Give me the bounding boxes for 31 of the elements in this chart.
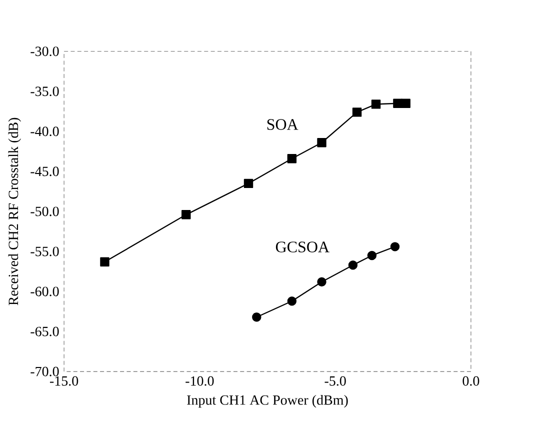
- y-tick-label: -65.0: [30, 326, 59, 336]
- x-tick-label: 0.0: [462, 376, 480, 386]
- series-label: GCSOA: [276, 241, 330, 252]
- y-tick-label: -50.0: [30, 206, 59, 216]
- x-tick-label: -15.0: [50, 376, 78, 386]
- point: [287, 296, 297, 306]
- y-tick-label: -30.0: [30, 46, 59, 56]
- y-tick-label: -55.0: [30, 246, 59, 256]
- y-tick-label: -35.0: [30, 86, 59, 96]
- point: [348, 260, 358, 270]
- point: [252, 312, 262, 322]
- x-axis-title: Input CH1 AC Power (dBm): [187, 394, 348, 408]
- point: [371, 99, 381, 109]
- series-label: SOA: [267, 119, 298, 130]
- x-tick-label: -10.0: [186, 376, 214, 386]
- point: [100, 257, 110, 266]
- point: [182, 210, 191, 220]
- point: [401, 98, 410, 108]
- x-tick-label: -5.0: [324, 376, 346, 386]
- y-axis-title: Received CH2 RF Crosstalk (dB): [8, 118, 21, 306]
- y-tick-label: -45.0: [30, 166, 59, 176]
- y-tick-label: -60.0: [30, 286, 59, 296]
- point: [317, 138, 326, 148]
- point: [352, 107, 362, 117]
- point: [317, 277, 326, 286]
- point: [244, 178, 254, 188]
- y-tick-label: -70.0: [30, 366, 59, 376]
- point: [367, 250, 377, 260]
- point: [390, 242, 400, 252]
- y-tick-label: -40.0: [30, 126, 59, 136]
- point: [287, 154, 297, 164]
